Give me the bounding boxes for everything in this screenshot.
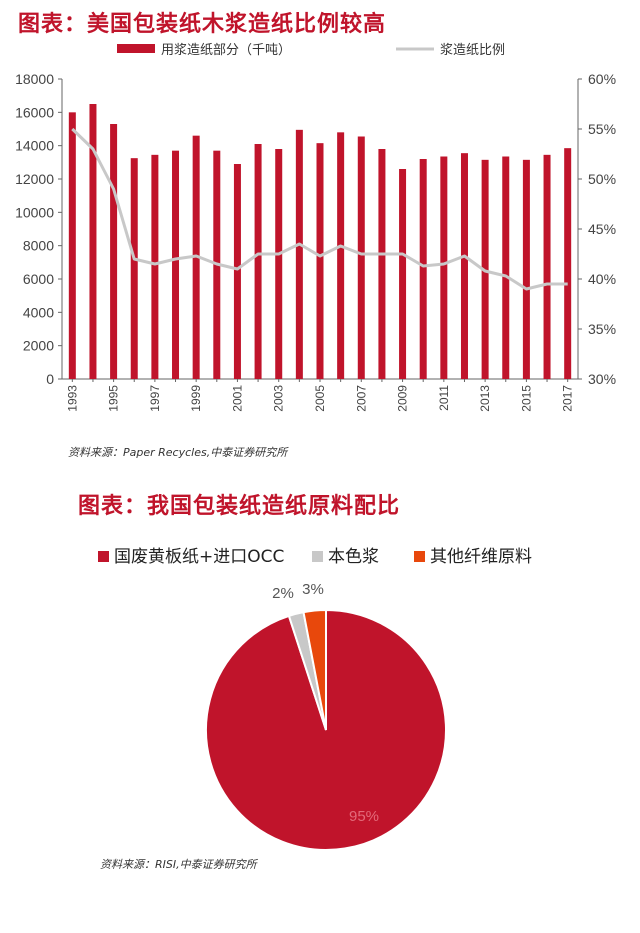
left-tick-label: 2000 [23, 338, 54, 354]
right-tick-label: 60% [588, 71, 616, 87]
chart2-title: 图表：我国包装纸造纸原料配比 [78, 493, 401, 519]
bar-2002 [254, 144, 262, 379]
pie-chart: 国废黄板纸+进口OCC 本色浆 其他纤维原料 95% 2% 3% [98, 547, 532, 851]
pie-legend-swatch-0 [98, 551, 109, 562]
bar-2004 [295, 129, 303, 379]
left-tick-label: 4000 [23, 304, 54, 320]
bar-2011 [440, 156, 448, 379]
bar-2017 [564, 148, 572, 379]
bar-1998 [172, 150, 180, 379]
right-tick-label: 35% [588, 321, 616, 337]
x-tick-label-2015: 2015 [519, 385, 533, 412]
bar-2003 [275, 149, 283, 379]
bar-2014 [502, 156, 510, 379]
x-tick-label-1995: 1995 [107, 385, 121, 412]
x-tick-label-2011: 2011 [437, 385, 451, 411]
x-tick-label-1999: 1999 [189, 385, 203, 412]
right-tick-label: 55% [588, 121, 616, 137]
chart2-source: 资料来源：RISI,中泰证券研究所 [100, 858, 257, 871]
left-tick-label: 10000 [15, 204, 54, 220]
chart-panel-cn: 图表：我国包装纸造纸原料配比 国废黄板纸+进口OCC 本色浆 其他纤维原料 95% 2%… [0, 478, 640, 933]
x-tick-label-2009: 2009 [396, 385, 410, 412]
x-tick-label-2007: 2007 [354, 385, 368, 412]
x-tick-label-2013: 2013 [478, 385, 492, 412]
pie-label-0: 95% [349, 808, 379, 825]
right-tick-label: 30% [588, 371, 616, 387]
bar-1995 [110, 124, 118, 379]
left-tick-label: 12000 [15, 171, 54, 187]
pie-slice-2 [302, 608, 327, 731]
bar-2007 [357, 136, 365, 379]
legend-bar-swatch [117, 44, 155, 53]
x-tick-label-2001: 2001 [230, 385, 244, 412]
bar-2010 [419, 159, 427, 379]
x-tick-label-2005: 2005 [313, 385, 327, 412]
bar-1996 [130, 158, 138, 379]
chart1-title: 图表：美国包装纸木浆造纸比例较高 [18, 11, 387, 37]
left-tick-label: 0 [46, 371, 54, 387]
bar-1994 [89, 104, 97, 379]
bar-1997 [151, 154, 159, 379]
left-tick-label: 8000 [23, 238, 54, 254]
bar-2008 [378, 149, 386, 379]
pie-legend-label-1: 本色浆 [328, 547, 379, 567]
right-tick-label: 50% [588, 171, 616, 187]
pie-legend-label-2: 其他纤维原料 [430, 547, 532, 567]
chart1-source: 资料来源：Paper Recycles,中泰证券研究所 [68, 446, 288, 459]
left-tick-label: 16000 [15, 104, 54, 120]
pie-label-2: 3% [302, 581, 324, 598]
x-tick-label-2003: 2003 [272, 385, 286, 412]
legend-bar-label: 用浆造纸部分（千吨） [161, 43, 291, 58]
pie-legend-swatch-1 [312, 551, 323, 562]
x-tick-label-1997: 1997 [148, 385, 162, 412]
left-tick-label: 14000 [15, 138, 54, 154]
x-tick-label-1993: 1993 [65, 385, 79, 412]
bar-2006 [337, 132, 345, 379]
pie-label-1: 2% [272, 585, 294, 602]
legend-line-label: 浆造纸比例 [440, 43, 505, 58]
line-series-pulp-ratio [71, 127, 568, 291]
bar-1993 [68, 112, 76, 379]
bar-2016 [543, 154, 551, 379]
chart-panel-us: 图表：美国包装纸木浆造纸比例较高 用浆造纸部分（千吨） 浆造纸比例 0 2000 400… [15, 11, 616, 459]
pie-legend-swatch-2 [414, 551, 425, 562]
pie-legend-label-0: 国废黄板纸+进口OCC [114, 547, 284, 567]
x-tick-label-2017: 2017 [561, 385, 575, 412]
left-tick-label: 18000 [15, 71, 54, 87]
bar-2001 [233, 164, 241, 379]
bar-2012 [460, 153, 468, 379]
left-tick-label: 6000 [23, 271, 54, 287]
bar-2005 [316, 143, 324, 379]
bar-line-chart: 用浆造纸部分（千吨） 浆造纸比例 0 2000 4000 6000 8000 10000 120… [15, 43, 616, 412]
right-tick-label: 40% [588, 271, 616, 287]
bar-2009 [399, 169, 407, 379]
bar-2015 [522, 159, 530, 379]
right-tick-label: 45% [588, 221, 616, 237]
